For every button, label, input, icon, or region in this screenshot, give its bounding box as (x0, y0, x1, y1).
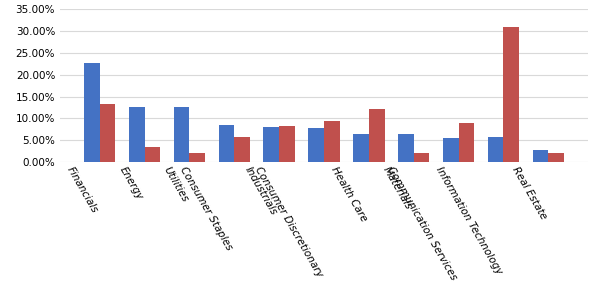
Bar (279, 126, 295, 162)
Bar (234, 137, 250, 162)
Bar (458, 123, 474, 162)
Bar (488, 137, 503, 162)
Bar (84, 63, 100, 162)
Bar (100, 104, 115, 162)
Bar (145, 147, 160, 162)
Bar (414, 153, 430, 162)
Bar (533, 150, 548, 162)
Bar (174, 107, 190, 162)
Bar (398, 134, 414, 162)
Bar (548, 153, 564, 162)
Bar (190, 153, 205, 162)
Bar (369, 109, 385, 162)
Bar (308, 128, 324, 162)
Bar (129, 106, 145, 162)
Bar (218, 125, 234, 162)
Bar (263, 127, 279, 162)
Bar (503, 27, 519, 162)
Bar (324, 121, 340, 162)
Bar (353, 134, 369, 162)
Bar (443, 138, 458, 162)
